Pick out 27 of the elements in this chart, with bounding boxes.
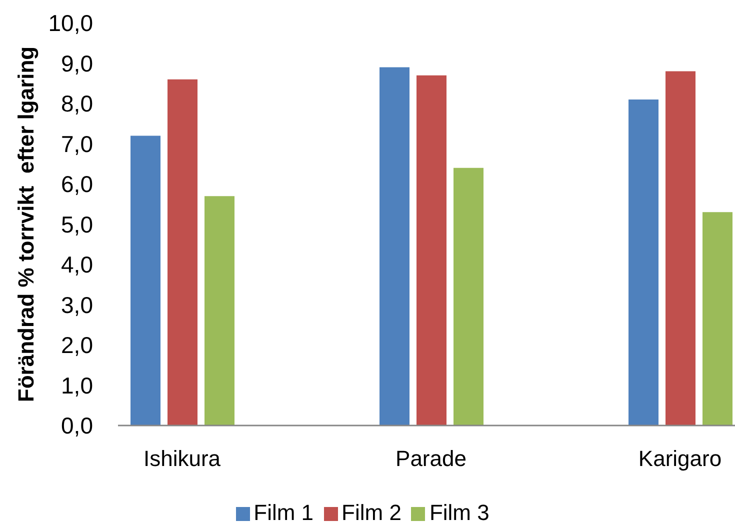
- y-axis-title: Förändrad % torrvikt efter lgaring: [14, 46, 38, 402]
- y-tick-label: 3,0: [61, 292, 93, 318]
- y-tick-label: 1,0: [61, 372, 93, 398]
- y-tick-label: 4,0: [61, 252, 93, 278]
- bar: [130, 136, 160, 426]
- bar: [702, 212, 732, 426]
- bar: [666, 71, 696, 426]
- y-tick-label: 5,0: [61, 211, 93, 238]
- y-tick-label: 7,0: [61, 130, 93, 157]
- bar: [416, 75, 446, 426]
- bar: [204, 196, 234, 426]
- x-tick-label: Ishikura: [143, 446, 222, 472]
- y-tick-label: 0,0: [61, 412, 93, 439]
- bar: [454, 168, 484, 426]
- x-tick-label: Parade: [396, 446, 466, 472]
- legend-label: Film 2: [342, 500, 402, 525]
- y-tick-label: 8,0: [61, 90, 93, 117]
- bar: [168, 79, 198, 426]
- y-tick-label: 6,0: [61, 171, 93, 198]
- y-tick-label: 9,0: [61, 50, 93, 76]
- legend-label: Film 3: [429, 500, 490, 525]
- y-tick-label: 10,0: [48, 10, 93, 36]
- bar: [380, 67, 410, 426]
- y-tick-label: 2,0: [61, 332, 93, 358]
- bar: [628, 99, 658, 426]
- x-tick-label: Karigaro: [638, 446, 722, 472]
- legend-label: Film 1: [254, 500, 314, 525]
